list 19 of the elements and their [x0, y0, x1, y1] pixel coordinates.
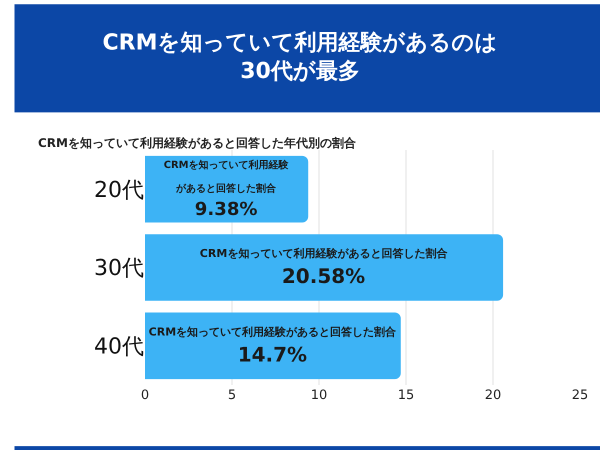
x-tick-label: 25 [572, 388, 588, 403]
text: CRMを知っていて利用経験があると回答した割合 [164, 160, 289, 194]
text: 14.7% [238, 342, 308, 366]
x-tick-label: 20 [484, 388, 502, 403]
series-label: CRMを知っていて利用経験があると回答した割合 [148, 325, 398, 338]
chart-subtitle: CRMを知っていて利用経験があると回答した年代別の割合 [38, 136, 357, 150]
y-tick-label: 40代 [94, 334, 144, 360]
text: CRMを知っていて利用経験があると回答した割合 [200, 247, 448, 260]
bar [145, 312, 401, 380]
y-tick-label: 20代 [94, 178, 144, 203]
text: 20.58% [282, 264, 366, 288]
x-tick-label: 0 [140, 388, 150, 403]
x-tick-label: 10 [310, 388, 328, 403]
chart-title: CRMを知っていて利用経験があるのは 30代が最多 [102, 30, 498, 84]
y-tick-label: 30代 [94, 256, 144, 282]
bar [145, 234, 504, 301]
text: 9.38% [194, 198, 258, 220]
x-tick-label: 5 [228, 388, 236, 403]
x-tick-label: 15 [398, 388, 414, 403]
